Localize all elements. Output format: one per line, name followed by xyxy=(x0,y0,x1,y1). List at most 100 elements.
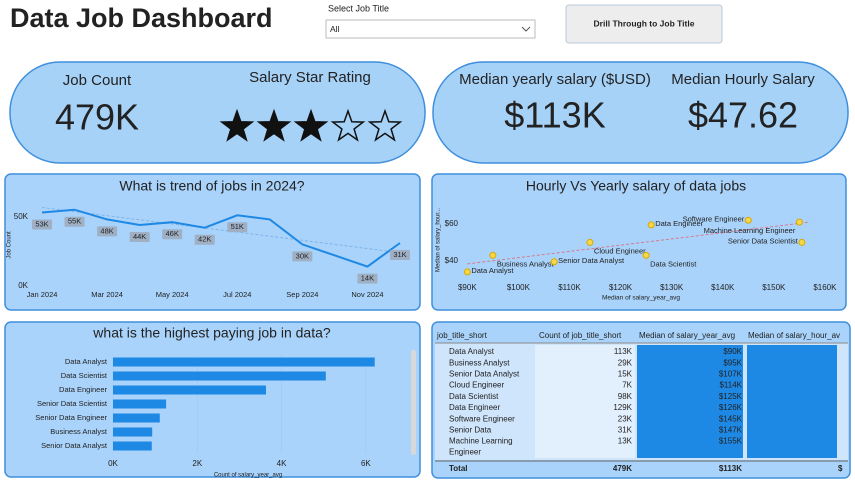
point-label: Senior Data Scientist xyxy=(728,236,799,245)
x-tick-label: Sep 2024 xyxy=(286,290,318,299)
scatter-point xyxy=(647,221,655,229)
total-cell: $ xyxy=(838,464,843,473)
kpi-label: Salary Star Rating xyxy=(249,69,371,86)
bar xyxy=(113,427,153,437)
row-label: Data Analyst xyxy=(449,347,495,356)
cell: $107K xyxy=(719,370,743,379)
cell: $90K xyxy=(723,347,742,356)
count-column xyxy=(535,345,635,458)
cell: 15K xyxy=(618,370,633,379)
x-axis-label: Median of salary_year_avg xyxy=(602,295,680,302)
y-tick-label: Senior Data Engineer xyxy=(35,413,107,422)
slicer-value: All xyxy=(330,24,340,34)
slicer-label: Select Job Title xyxy=(328,3,389,13)
cell: 29K xyxy=(618,358,633,367)
x-tick-label: $90K xyxy=(458,283,477,292)
slicer-dropdown[interactable] xyxy=(325,19,536,39)
x-tick-label: $130K xyxy=(660,283,684,292)
row-label: Software Engineer xyxy=(449,414,515,423)
x-tick-label: $100K xyxy=(507,283,531,292)
scatter-point xyxy=(550,258,558,266)
column-header: Median of salary_hour_av xyxy=(748,331,840,340)
data-label: 51K xyxy=(231,222,244,231)
data-label-box xyxy=(390,250,410,260)
column-header: job_title_short xyxy=(436,331,488,340)
point-label: Software Engineer xyxy=(683,214,745,223)
point-label: Cloud Engineer xyxy=(594,246,646,255)
chart-title: what is the highest paying job in data? xyxy=(92,325,331,341)
page-title: Data Job Dashboard xyxy=(10,3,273,33)
y-tick-label: Data Analyst xyxy=(65,357,108,366)
data-label-box xyxy=(227,222,248,233)
y-axis-label: Median of salary_hour... xyxy=(436,208,442,272)
cell: $125K xyxy=(719,392,743,401)
data-label-box xyxy=(64,216,85,227)
x-tick-label: $110K xyxy=(558,283,581,292)
total-cell: $113K xyxy=(719,464,742,473)
trend-line xyxy=(467,221,811,265)
data-label: 53K xyxy=(35,219,48,228)
data-label: 46K xyxy=(166,229,179,238)
y-axis-label: Job Count xyxy=(7,231,13,259)
kpi-card xyxy=(432,61,849,164)
x-tick-label: 2K xyxy=(192,459,202,468)
scatter-point xyxy=(463,268,471,276)
total-cell: 479K xyxy=(613,464,632,473)
scatter-point xyxy=(642,251,650,259)
x-tick-label: Nov 2024 xyxy=(351,290,383,299)
cell: 7K xyxy=(622,381,632,390)
x-tick-label: Jul 2024 xyxy=(223,290,251,299)
button-label: Drill Through to Job Title xyxy=(594,18,695,28)
cell: 31K xyxy=(618,426,633,435)
data-label-box xyxy=(357,273,378,284)
trend-line xyxy=(41,206,401,254)
cell: 23K xyxy=(618,414,633,423)
x-tick-label: 6K xyxy=(361,459,371,468)
chart-title: Hourly Vs Yearly salary of data jobs xyxy=(526,178,746,194)
scatter-point xyxy=(795,218,803,226)
cell: $126K xyxy=(719,403,743,412)
y-tick-label: Data Scientist xyxy=(61,371,108,380)
row-label: Data Scientist xyxy=(449,392,499,401)
bar xyxy=(113,413,160,423)
row-label: Cloud Engineer xyxy=(449,381,504,390)
y-tick-label: 0K xyxy=(18,281,28,290)
scatter-point xyxy=(489,251,497,259)
x-tick-label: $160K xyxy=(813,283,837,292)
data-label: 31K xyxy=(393,250,406,259)
rating-star xyxy=(367,108,403,142)
point-label: Data Engineer xyxy=(655,219,703,228)
kpi-label: Median yearly salary ($USD) xyxy=(459,71,651,88)
kpi-card xyxy=(9,61,426,164)
bar xyxy=(113,357,375,367)
rating-star xyxy=(256,108,292,142)
salary-column xyxy=(637,345,743,458)
cell: $114K xyxy=(719,381,742,390)
drill-button[interactable] xyxy=(565,4,723,44)
cell: $147K xyxy=(719,426,743,435)
scrollbar[interactable] xyxy=(411,350,416,455)
data-label: 55K xyxy=(68,217,81,226)
data-label-box xyxy=(129,231,150,242)
data-label-box xyxy=(97,226,118,237)
point-label: Data Scientist xyxy=(650,259,697,268)
kpi-label: Median Hourly Salary xyxy=(671,71,815,88)
point-label: Business Analyst xyxy=(497,259,555,268)
cell: 98K xyxy=(618,392,633,401)
scatter-point xyxy=(744,216,752,224)
cell: 13K xyxy=(618,437,633,446)
data-label: 30K xyxy=(296,251,309,260)
point-label: Machine Learning Engineer xyxy=(704,226,796,235)
total-cell: Total xyxy=(449,464,468,473)
column-header: Median of salary_year_avg xyxy=(639,331,735,340)
data-label: 42K xyxy=(198,235,211,244)
x-tick-label: 4K xyxy=(277,459,287,468)
rating-star xyxy=(293,108,329,142)
rating-star xyxy=(330,108,366,142)
data-label: 44K xyxy=(133,232,146,241)
cell: $145K xyxy=(719,414,743,423)
kpi-label: Job Count xyxy=(63,72,132,89)
y-tick-label: Business Analyst xyxy=(50,427,108,436)
x-tick-label: $140K xyxy=(711,283,735,292)
